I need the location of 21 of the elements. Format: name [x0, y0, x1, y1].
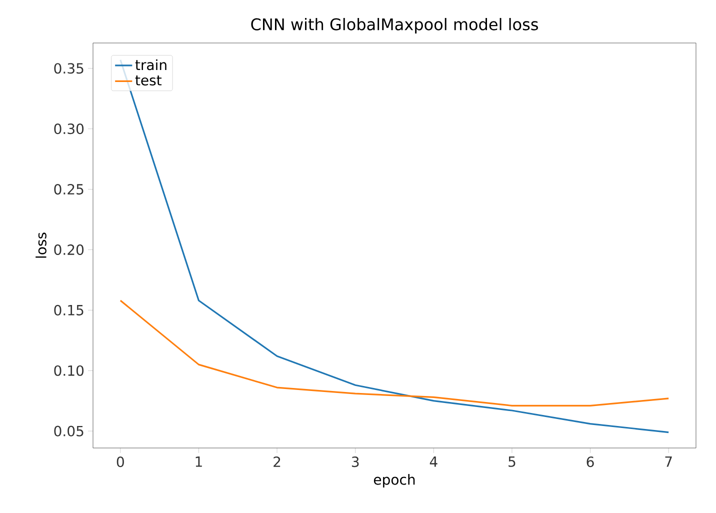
x-tick-label: 6	[586, 456, 594, 468]
x-tick-label: 5	[508, 456, 516, 467]
x-axis-title: epoch	[374, 474, 415, 488]
y-tick-label: 0.15	[54, 304, 84, 316]
y-tick-label: 0.25	[54, 184, 84, 195]
chart-title: CNN with GlobalMaxpool model loss	[251, 18, 538, 34]
y-tick-label: 0.20	[54, 244, 84, 256]
x-tick-label: 7	[665, 456, 672, 467]
y-tick-label: 0.30	[54, 124, 84, 134]
legend-label: test	[135, 75, 162, 86]
x-tick-label: 3	[352, 456, 359, 468]
x-tick-label: 0	[116, 456, 124, 468]
y-axis-title: loss	[36, 232, 46, 258]
x-tick-label: 2	[274, 456, 280, 467]
x-tick-label: 1	[196, 456, 202, 467]
legend-label: train	[135, 59, 166, 70]
y-tick-label: 0.10	[54, 365, 84, 376]
x-tick-label: 4	[430, 456, 438, 467]
y-tick-label: 0.05	[54, 426, 84, 436]
y-tick-label: 0.35	[54, 63, 84, 74]
line-series	[120, 300, 670, 406]
